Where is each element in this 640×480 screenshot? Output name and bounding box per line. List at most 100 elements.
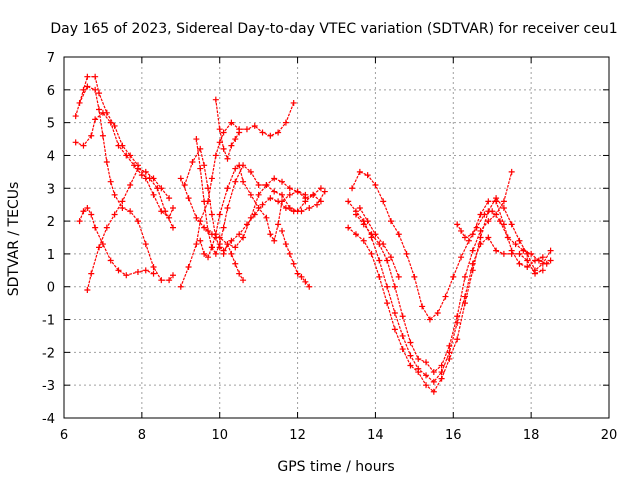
- data-point: [454, 221, 461, 228]
- data-point: [177, 283, 184, 290]
- data-point: [96, 90, 103, 97]
- data-point: [193, 136, 200, 143]
- data-point: [500, 221, 507, 228]
- data-point: [532, 267, 539, 274]
- data-point: [107, 257, 114, 264]
- data-point: [232, 244, 239, 251]
- data-point: [352, 211, 359, 218]
- data-point: [271, 175, 278, 182]
- data-point: [516, 237, 523, 244]
- data-point: [111, 122, 118, 129]
- data-point: [92, 86, 99, 93]
- data-point: [103, 159, 110, 166]
- data-point: [279, 198, 285, 205]
- data-point: [364, 218, 371, 225]
- data-point: [423, 372, 430, 379]
- data-point: [212, 250, 219, 257]
- data-point: [150, 270, 157, 277]
- x-tick-label: 14: [367, 428, 384, 443]
- data-point: [446, 355, 453, 362]
- y-tick-label: -3: [42, 379, 55, 394]
- data-point: [208, 211, 215, 218]
- data-point: [201, 250, 208, 257]
- data-point: [415, 369, 422, 376]
- data-point: [485, 234, 492, 241]
- data-point: [216, 126, 223, 133]
- data-point: [92, 73, 99, 80]
- data-point: [321, 188, 328, 195]
- data-point: [500, 204, 507, 211]
- data-point: [205, 254, 212, 261]
- data-point: [477, 227, 484, 234]
- data-point: [384, 257, 391, 264]
- data-point: [395, 231, 402, 238]
- data-point: [372, 181, 379, 188]
- data-point: [150, 191, 157, 198]
- data-point: [138, 172, 145, 179]
- data-point: [228, 237, 235, 244]
- y-tick-label: -1: [42, 314, 55, 329]
- data-point: [473, 224, 480, 231]
- data-point: [220, 145, 227, 152]
- data-point: [115, 267, 122, 274]
- data-point: [150, 175, 157, 182]
- data-point: [317, 185, 324, 192]
- data-point: [539, 260, 546, 267]
- data-point: [240, 178, 247, 185]
- data-series-track-n: [351, 171, 552, 321]
- data-point: [384, 300, 391, 307]
- data-point: [302, 191, 309, 198]
- data-point: [243, 126, 250, 133]
- data-point: [107, 178, 114, 185]
- data-point: [403, 250, 410, 257]
- data-point: [201, 198, 208, 205]
- data-point: [201, 162, 208, 169]
- data-point: [142, 267, 149, 274]
- data-point: [255, 204, 262, 211]
- data-point: [236, 162, 243, 169]
- y-tick-label: 5: [47, 117, 55, 132]
- data-point: [88, 132, 95, 139]
- data-point: [516, 250, 523, 257]
- data-point: [243, 221, 250, 228]
- data-point: [302, 278, 309, 285]
- data-point: [123, 272, 130, 279]
- x-tick-label: 16: [445, 428, 462, 443]
- data-point: [232, 136, 239, 143]
- data-point: [547, 247, 554, 254]
- data-series-track-r: [359, 207, 400, 278]
- data-point: [438, 369, 445, 376]
- data-point: [286, 191, 293, 198]
- data-point: [360, 237, 367, 244]
- data-point: [461, 273, 468, 280]
- data-point: [220, 250, 227, 257]
- data-point: [232, 178, 239, 185]
- data-point: [142, 168, 149, 175]
- data-point: [88, 211, 95, 218]
- data-point: [96, 106, 103, 113]
- data-point: [275, 221, 282, 228]
- data-series-track-o: [347, 200, 544, 383]
- data-point: [391, 283, 398, 290]
- data-point: [352, 231, 359, 238]
- data-point: [485, 198, 492, 205]
- y-tick-label: 0: [47, 281, 55, 296]
- data-point: [434, 309, 441, 316]
- data-point: [263, 181, 270, 188]
- data-point: [465, 237, 472, 244]
- data-point: [271, 188, 278, 195]
- data-series-track-g: [183, 147, 326, 252]
- data-point: [532, 257, 539, 264]
- data-point: [275, 129, 282, 136]
- data-point: [224, 185, 231, 192]
- data-point: [391, 309, 398, 316]
- data-point: [539, 254, 546, 261]
- y-tick-label: 3: [47, 182, 55, 197]
- data-point: [454, 313, 461, 320]
- data-point: [450, 273, 457, 280]
- data-point: [220, 224, 227, 231]
- data-point: [255, 191, 262, 198]
- data-point: [279, 227, 285, 234]
- data-point: [208, 175, 215, 182]
